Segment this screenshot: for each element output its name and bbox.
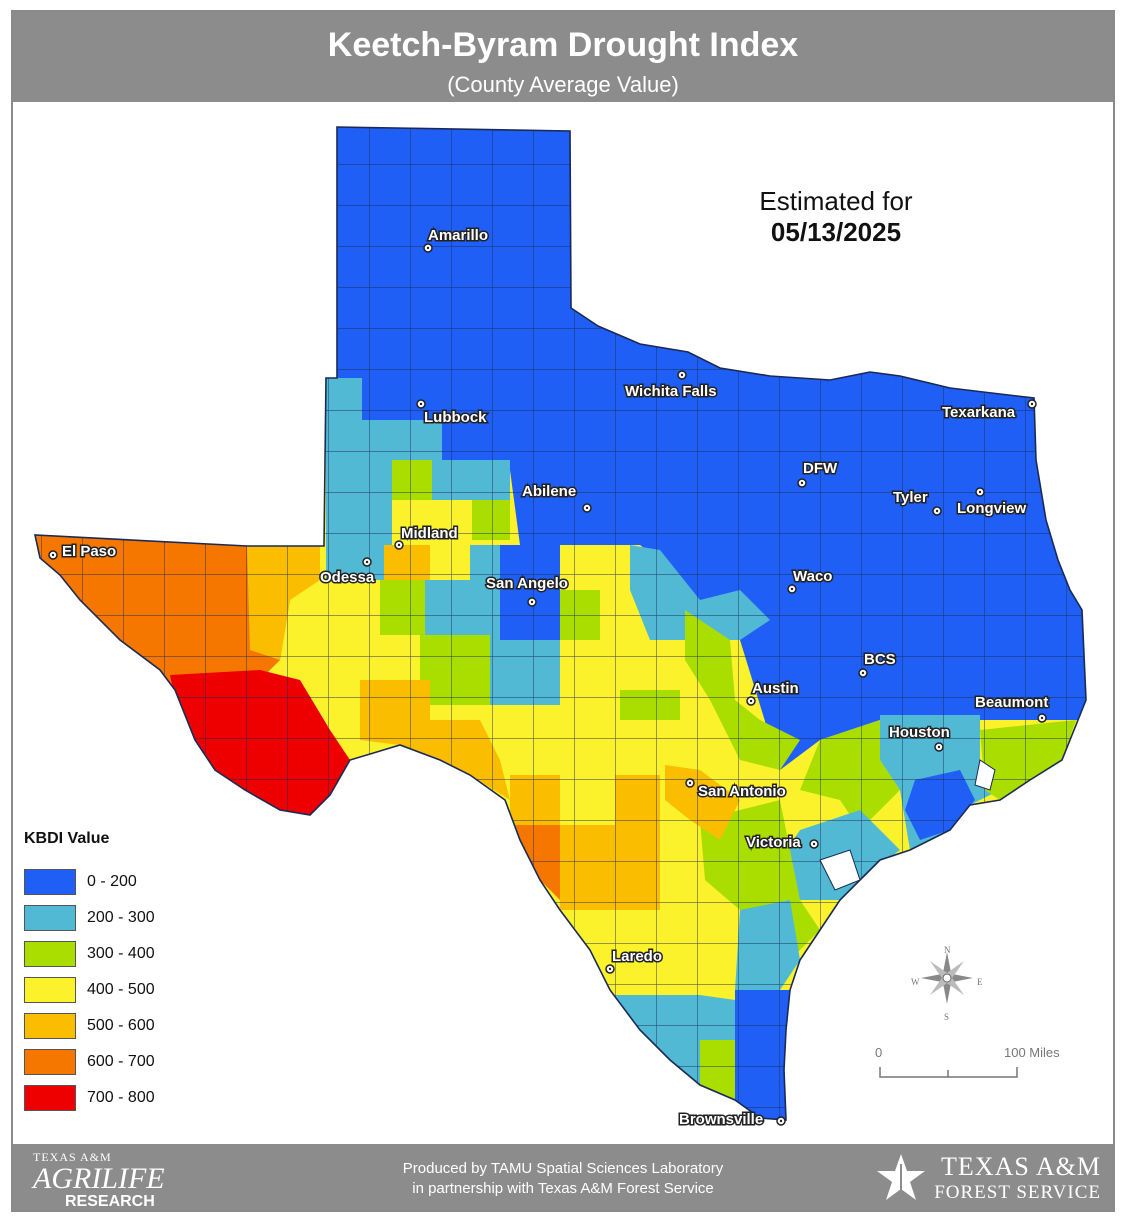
scale-end: 100 Miles	[1004, 1045, 1060, 1060]
city-label-bcs: BCS	[864, 651, 896, 668]
legend-item: 200 - 300	[24, 905, 224, 933]
city-label-lubbock: Lubbock	[424, 409, 487, 426]
compass-rose-icon: N S E W	[911, 945, 983, 1022]
legend-label: 0 - 200	[87, 873, 137, 890]
scale-bar	[879, 1067, 1018, 1078]
agrilife-logo-sub: RESEARCH	[65, 1193, 155, 1210]
legend-swatch	[24, 1085, 76, 1111]
city-waco[interactable]: Waco	[787, 567, 834, 594]
legend-label: 700 - 800	[87, 1089, 155, 1106]
city-label-san-angelo: San Angelo	[486, 575, 568, 592]
city-label-laredo: Laredo	[612, 948, 662, 965]
forest-logo-sub: FOREST SERVICE	[934, 1182, 1101, 1203]
city-label-beaumont: Beaumont	[975, 694, 1048, 711]
city-label-austin: Austin	[752, 680, 799, 697]
city-abilene[interactable]: Abilene	[521, 482, 592, 513]
city-label-houston: Houston	[889, 724, 950, 741]
city-label-tyler: Tyler	[893, 489, 928, 506]
compass-n: N	[944, 945, 951, 955]
forest-service-logo: TEXAS A&M FOREST SERVICE	[934, 1152, 1101, 1204]
bays	[819, 759, 996, 891]
footer-bar: TEXAS A&M AGRILIFE RESEARCH Produced by …	[13, 1144, 1113, 1210]
city-wichita-falls[interactable]: Wichita Falls	[624, 370, 718, 402]
legend-label: 300 - 400	[87, 945, 155, 962]
city-label-dfw: DFW	[803, 460, 838, 477]
city-label-waco: Waco	[793, 568, 832, 585]
agrilife-logo-top: TEXAS A&M	[33, 1150, 112, 1164]
city-label-midland: Midland	[401, 525, 458, 542]
city-el-paso[interactable]: El Paso	[48, 542, 118, 562]
city-label-amarillo: Amarillo	[428, 227, 488, 244]
legend-swatch	[24, 977, 76, 1003]
city-beaumont[interactable]: Beaumont	[974, 693, 1050, 723]
legend-title: KBDI Value	[24, 830, 110, 847]
legend-label: 400 - 500	[87, 981, 155, 998]
legend-label: 200 - 300	[87, 909, 155, 926]
city-amarillo[interactable]: Amarillo	[423, 226, 490, 253]
legend-swatch	[24, 1013, 76, 1039]
legend-label: 500 - 600	[87, 1017, 155, 1034]
estimate-date: 05/13/2025	[770, 217, 902, 247]
agrilife-logo-main: AGRILIFE	[33, 1162, 165, 1195]
city-midland[interactable]: Midland	[394, 524, 459, 550]
compass-w: W	[911, 977, 920, 987]
legend-item: 500 - 600	[24, 1013, 224, 1041]
forest-logo-main: TEXAS A&M	[941, 1152, 1101, 1181]
compass-e: E	[977, 977, 983, 987]
city-label-san-antonio: San Antonio	[698, 783, 786, 800]
compass-s: S	[944, 1012, 949, 1022]
city-dfw[interactable]: DFW	[797, 459, 839, 488]
city-san-antonio[interactable]: San Antonio	[685, 778, 787, 802]
legend-item: 400 - 500	[24, 977, 224, 1005]
city-tyler[interactable]: Tyler	[892, 488, 942, 516]
city-san-angelo[interactable]: San Angelo	[485, 574, 569, 607]
star-icon	[877, 1154, 925, 1200]
estimate-label: Estimated for	[759, 186, 913, 216]
city-label-el-paso: El Paso	[62, 543, 116, 560]
city-label-victoria: Victoria	[746, 834, 801, 851]
scale-start: 0	[875, 1045, 883, 1060]
legend-label: 600 - 700	[87, 1053, 155, 1070]
city-lubbock[interactable]: Lubbock	[416, 399, 489, 428]
city-label-abilene: Abilene	[522, 483, 576, 500]
city-victoria[interactable]: Victoria	[745, 833, 819, 853]
legend-item: 0 - 200	[24, 869, 224, 897]
city-brownsville[interactable]: Brownsville	[678, 1110, 786, 1130]
city-markers: Amarillo Lubbock Wichita Falls Texarkana…	[48, 226, 1050, 1130]
city-label-brownsville: Brownsville	[679, 1111, 763, 1128]
city-longview[interactable]: Longview	[956, 487, 1028, 519]
map-title: Keetch-Byram Drought Index	[327, 26, 799, 64]
city-label-longview: Longview	[957, 500, 1027, 517]
footer-credit-line2: in partnership with Texas A&M Forest Ser…	[412, 1180, 714, 1197]
city-label-texarkana: Texarkana	[942, 404, 1016, 421]
city-odessa[interactable]: Odessa	[319, 557, 376, 588]
legend-swatch	[24, 1049, 76, 1075]
city-label-odessa: Odessa	[320, 569, 375, 586]
map-subtitle: (County Average Value)	[447, 72, 679, 97]
legend-swatch	[24, 905, 76, 931]
legend-item: 600 - 700	[24, 1049, 224, 1077]
footer-credit-line1: Produced by TAMU Spatial Sciences Labora…	[402, 1160, 724, 1177]
city-texarkana[interactable]: Texarkana	[941, 399, 1037, 423]
header-bar: Keetch-Byram Drought Index (County Avera…	[13, 12, 1113, 102]
city-houston[interactable]: Houston	[888, 723, 951, 752]
city-label-wichita-falls: Wichita Falls	[625, 383, 717, 400]
legend-swatch	[24, 869, 76, 895]
legend-item: 300 - 400	[24, 941, 224, 969]
agrilife-logo: TEXAS A&M AGRILIFE RESEARCH	[33, 1150, 165, 1211]
city-austin[interactable]: Austin	[746, 679, 800, 706]
city-bcs[interactable]: BCS	[858, 650, 897, 678]
estimate-block: Estimated for 05/13/2025	[716, 186, 956, 248]
city-laredo[interactable]: Laredo	[605, 947, 664, 974]
legend-swatch	[24, 941, 76, 967]
legend-item: 700 - 800	[24, 1085, 224, 1113]
